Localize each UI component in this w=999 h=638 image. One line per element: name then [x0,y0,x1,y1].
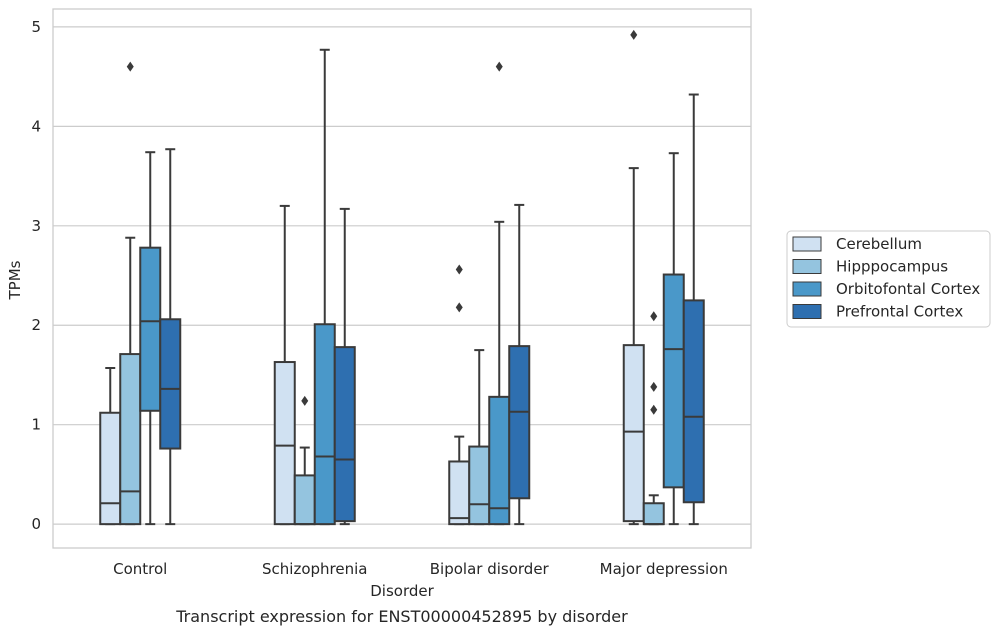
x-axis-label: Disorder [370,582,434,600]
axes: 0 1 2 3 4 5 Control Schizophrenia Bipolar disord… [31,18,727,578]
y-tick-label: 2 [31,316,41,334]
box-body [448,460,471,526]
box-body [508,345,531,500]
outlier-point [650,381,658,392]
box-body [139,246,162,412]
outlier-point [126,61,134,72]
box-body [99,411,122,526]
category-group [273,48,356,526]
legend-label: Prefrontal Cortex [836,303,963,321]
box-prefrontal-cortex [682,93,705,526]
box-body [682,299,705,504]
box-body [622,344,645,523]
outlier-point [650,404,658,415]
box-series-group [99,29,705,526]
box-body [119,353,142,526]
box-prefrontal-cortex [508,203,531,526]
outlier-point [455,264,463,275]
legend-label: Hipppocampus [836,258,948,276]
box-body [333,346,356,523]
box-body [159,318,182,450]
box-prefrontal-cortex [159,148,182,526]
legend-frame [786,230,991,328]
outlier-point [495,61,503,72]
y-tick-label: 5 [31,18,41,36]
y-tick-label: 3 [31,217,41,235]
box-body [662,273,685,489]
legend-label: Cerebellum [836,235,922,253]
box-body [468,445,491,526]
outlier-point [301,395,309,406]
legend: Cerebellum Hipppocampus Orbitofontal Corte… [786,230,991,328]
box-hipppocampus [293,395,316,526]
box-orbitofontal-cortex [313,48,336,526]
legend-swatch [792,259,822,274]
outlier-point [650,311,658,322]
box-body [313,323,336,526]
legend-swatch [792,236,822,252]
legend-swatch [792,281,822,297]
x-tick-label: Control [113,560,167,578]
legend-swatch [792,304,822,319]
outlier-point [455,302,463,313]
x-tick-label: Schizophrenia [262,560,367,578]
box-cerebellum [99,367,122,526]
box-hipppocampus [468,349,491,526]
box-orbitofontal-cortex [488,61,511,526]
legend-label: Orbitofontal Cortex [836,280,980,298]
box-body [488,395,511,526]
category-group [448,61,531,526]
x-tick-label: Bipolar disorder [430,560,550,578]
outlier-point [630,29,638,40]
category-group [622,29,705,526]
box-cerebellum [622,29,645,526]
chart-title: Transcript expression for ENST0000045289… [175,607,628,626]
y-tick-label: 1 [31,416,41,434]
box-body [273,361,296,526]
y-tick-label: 0 [31,515,41,533]
box-body [293,474,316,526]
category-group [99,61,182,526]
x-tick-label: Major depression [600,560,728,578]
y-tick-label: 4 [31,117,41,135]
box-hipppocampus [119,61,142,526]
y-axis-label: TPMs [6,260,24,300]
box-hipppocampus [642,311,665,526]
box-body [642,502,665,526]
box-cerebellum [273,204,296,526]
box-prefrontal-cortex [333,207,356,526]
